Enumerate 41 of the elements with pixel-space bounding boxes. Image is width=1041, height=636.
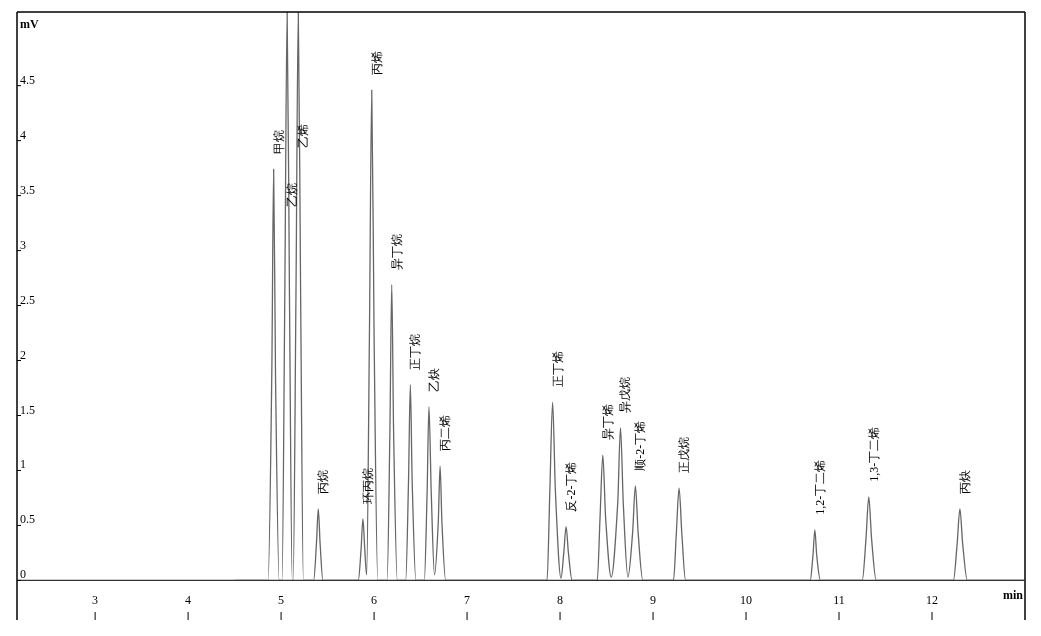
y-tick-label: 0.5 bbox=[20, 512, 35, 527]
annotation: 反-2-丁烯 bbox=[564, 461, 579, 512]
annotation: 正戊烷 bbox=[677, 437, 692, 474]
annotation: 乙烯 bbox=[296, 123, 311, 148]
annotation: 异丁烷 bbox=[389, 233, 404, 270]
y-tick-label: 3 bbox=[20, 237, 26, 252]
annotation: 乙烷 bbox=[285, 183, 300, 207]
x-tick-label: 4 bbox=[185, 593, 192, 608]
x-tick-label: 7 bbox=[464, 593, 471, 608]
y-tick-label: 1 bbox=[20, 457, 26, 472]
y-tick-label: 1.5 bbox=[20, 402, 35, 417]
x-tick-label: 11 bbox=[833, 593, 845, 608]
annotation: 甲烷 bbox=[271, 130, 286, 155]
annotation: 丙烯 bbox=[369, 51, 384, 76]
y-tick-label: 2.5 bbox=[20, 292, 35, 307]
annotation: 正丁烷 bbox=[408, 333, 423, 370]
annotation: 1,3-丁二烯 bbox=[866, 426, 881, 482]
annotation: 异丁烯 bbox=[600, 404, 615, 441]
annotation: 丙炔 bbox=[957, 469, 972, 494]
annotation: 异戊烷 bbox=[618, 376, 633, 413]
annotation: 正丁烯 bbox=[550, 351, 565, 388]
x-tick-label: 12 bbox=[926, 593, 939, 608]
x-axis-title: min bbox=[1002, 588, 1024, 603]
annotation: 丙烷 bbox=[316, 469, 331, 494]
y-tick-label: 0 bbox=[20, 567, 26, 582]
x-tick-label: 5 bbox=[278, 593, 285, 608]
annotation: 乙炔 bbox=[426, 367, 441, 392]
x-tick-label: 9 bbox=[650, 593, 657, 608]
y-axis-title: mV bbox=[20, 17, 39, 31]
x-tick-label: 3 bbox=[92, 593, 99, 608]
annotation: 1,2-丁二烯 bbox=[812, 459, 827, 515]
annotation: 顺-2-丁烯 bbox=[633, 420, 648, 471]
annotation: 丙二烯 bbox=[438, 415, 453, 452]
x-tick-label: 6 bbox=[371, 593, 378, 608]
y-tick-label: 2 bbox=[20, 347, 26, 362]
y-tick-label: 4 bbox=[20, 127, 26, 142]
x-tick-label: 10 bbox=[740, 593, 753, 608]
annotation: 环丙烷 bbox=[360, 467, 375, 504]
y-tick-label: 4.5 bbox=[20, 72, 35, 87]
y-tick-label: 3.5 bbox=[20, 182, 35, 197]
x-tick-label: 8 bbox=[557, 593, 564, 608]
